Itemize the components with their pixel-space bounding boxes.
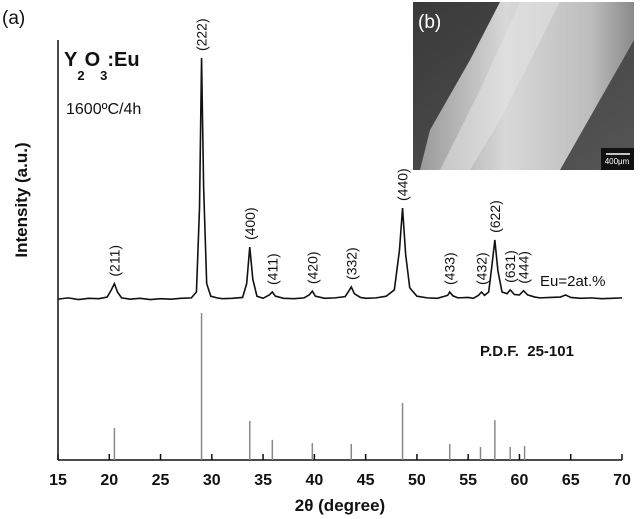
x-tick-label: 50 [408,472,426,489]
peak-label: (631) [502,250,518,283]
formula-part: Y [64,49,78,71]
xrd-curve [57,58,623,301]
inset-label: (b) [418,12,441,33]
peak-label: (332) [343,247,359,280]
x-tick-label: 45 [357,472,375,489]
formula-subscript: 2 [77,68,84,83]
x-tick-label: 15 [49,472,67,489]
x-tick-label: 70 [613,472,631,489]
x-tick-label: 60 [511,472,529,489]
peak-label: (222) [194,18,210,51]
peak-label: (440) [395,168,411,201]
peak-label: (433) [442,252,458,285]
scale-bar-label: 400μm [605,157,630,166]
x-tick-label: 35 [254,472,272,489]
peak-label: (444) [516,251,532,284]
series-label: P.D.F. 25-101 [480,343,574,360]
peak-label: (622) [487,200,503,233]
x-tick-label: 55 [459,472,477,489]
peak-label: (432) [474,252,490,285]
formula-subscript: 3 [100,68,107,83]
panel-label: (a) [2,8,25,29]
formula-part: O [85,49,101,71]
inset-image: (b) 400μm [413,2,634,170]
series-label: Eu=2at.% [540,273,605,290]
condition-label: 1600ºC/4h [66,101,141,118]
x-tick-label: 30 [203,472,221,489]
x-tick-label: 40 [305,472,323,489]
peak-label: (420) [304,251,320,284]
x-axis-title: 2θ (degree) [295,496,385,515]
x-tick-label: 25 [152,472,170,489]
peak-label: (411) [264,253,280,285]
peak-label: (211) [106,245,122,277]
peak-label: (400) [242,207,258,240]
y-axis-title: Intensity (a.u.) [12,142,31,257]
sample-formula: Y2O3:Eu [64,49,140,83]
formula-part: :Eu [107,49,139,71]
x-tick-label: 20 [100,472,118,489]
x-tick-label: 65 [562,472,580,489]
inset-highlight [440,2,560,170]
